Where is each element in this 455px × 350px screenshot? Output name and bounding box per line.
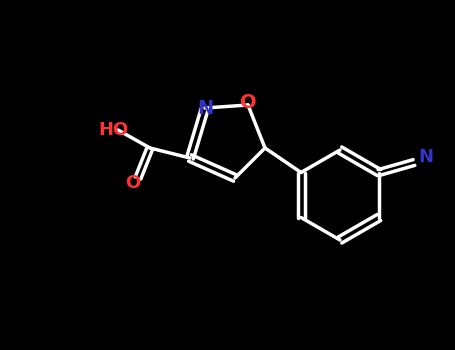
Text: O: O [240,93,256,112]
Text: HO: HO [98,121,128,139]
Text: N: N [197,98,213,118]
Text: O: O [126,174,141,192]
Text: N: N [419,148,434,167]
